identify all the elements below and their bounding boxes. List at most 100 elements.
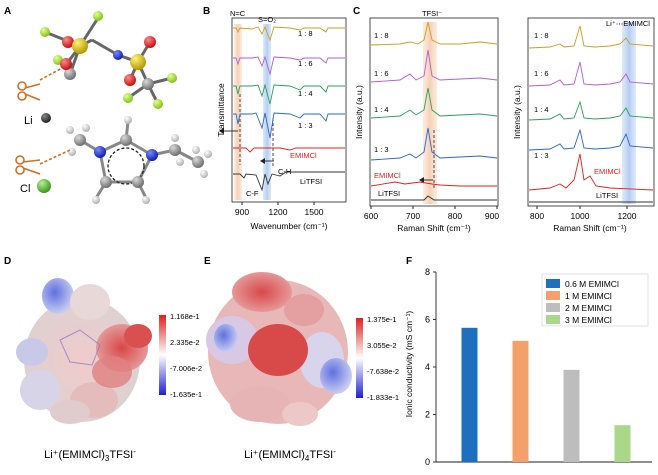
panel-a: A Li <box>4 6 212 204</box>
caption-d: Li⁺(EMIMCl)3TFSI- <box>44 447 136 463</box>
ftir-x-ticks <box>241 202 315 205</box>
raman-left-xtick-600: 600 <box>364 211 378 221</box>
f-legend-swatch <box>546 279 560 288</box>
raman-left-xtick-700: 700 <box>406 211 420 221</box>
ftir-xtick-1200: 1200 <box>269 207 288 217</box>
raman-right-label-1-8: 1 : 8 <box>534 31 549 40</box>
tfsi-atoms <box>40 11 177 109</box>
raman-left-1-4 <box>370 87 498 119</box>
raman-right-1-3 <box>528 128 654 151</box>
li-label: Li <box>24 115 33 127</box>
ftir-traces <box>233 25 345 192</box>
panel-e: E 1.375e-1 3.055e-2 -7.638e-2 -1.833e-1 … <box>204 256 399 463</box>
raman-left-label-litfsi: LiTFSI <box>378 189 400 198</box>
panel-b: B N=C S=O₂ C-H C-F 1 : 8 1 : 6 1 : 4 1 :… <box>203 6 347 231</box>
ftir-label-1-6: 1 : 6 <box>298 59 313 68</box>
raman-left-label-1-4: 1 : 4 <box>374 105 389 114</box>
ftir-trace-1-4 <box>233 83 345 105</box>
raman-right-xtick-1000: 1000 <box>571 211 590 221</box>
tfsi-band-label: TFSI⁻ <box>422 9 442 18</box>
nc-band-highlight <box>234 24 242 200</box>
raman-left-xtick-800: 800 <box>448 211 462 221</box>
f-legend-label: 0.6 M EMIMCl <box>565 279 619 289</box>
f-legend-swatch <box>546 315 560 324</box>
f-legend-label: 2 M EMIMCl <box>565 303 612 313</box>
band-label-nc: N=C <box>230 9 246 18</box>
panel-f-label: F <box>406 256 412 267</box>
f-ytick-label: 0 <box>425 457 430 467</box>
band-label-ch: C-H <box>278 167 291 176</box>
tfsi-shift-arrow <box>419 177 433 183</box>
ftir-ylabel: Transmittance <box>216 83 226 137</box>
panel-f: F 0 2 4 6 8 0.6 M EMIMCl 1 M EMIMCl 2 M EMIMCl 3… <box>404 256 652 467</box>
ftir-trace-1-3 <box>233 112 345 139</box>
ftir-frame <box>231 17 347 203</box>
raman-right-xtick-1200: 1200 <box>618 211 637 221</box>
raman-right-label-litfsi: LiTFSI <box>596 191 618 200</box>
raman-left-label-1-6: 1 : 6 <box>374 69 389 78</box>
raman-left-frame <box>369 17 499 207</box>
ftir-xtick-1500: 1500 <box>305 207 324 217</box>
colorbar-d <box>159 315 166 395</box>
ftir-xtick-900: 900 <box>235 207 249 217</box>
ftir-xlabel: Wavenumber (cm⁻¹) <box>251 221 328 231</box>
raman-left-ylabel: Intensity (a.u.) <box>354 85 364 139</box>
panel-e-label: E <box>204 256 211 267</box>
raman-right-label-1-6: 1 : 6 <box>534 69 549 78</box>
colorbar-e-mid2: -7.638e-2 <box>367 367 399 376</box>
ftir-trace-1-8 <box>233 25 345 42</box>
raman-right-frame <box>527 17 655 207</box>
f-legend-swatch <box>546 303 560 312</box>
shift-arrow-nc <box>219 128 238 134</box>
emim-atoms <box>66 116 212 204</box>
raman-left-1-6 <box>370 49 498 83</box>
scissors-icon-2 <box>15 149 71 175</box>
panel-a-label: A <box>4 6 11 17</box>
raman-left-xtick-900: 900 <box>485 211 499 221</box>
ftir-label-1-3: 1 : 3 <box>298 121 313 130</box>
ftir-label-litfsi: LiTFSI <box>300 177 322 186</box>
f-legend-swatch <box>546 291 560 300</box>
f-ytick-label: 2 <box>425 410 430 420</box>
raman-left-litfsi <box>371 195 497 201</box>
colorbar-d-mid1: 2.335e-2 <box>170 338 200 347</box>
raman-left-x-ticks <box>370 206 498 209</box>
panel-d-label: D <box>4 256 11 267</box>
raman-right-label-1-3: 1 : 3 <box>534 151 549 160</box>
ftir-label-1-8: 1 : 8 <box>298 29 313 38</box>
f-bar <box>512 340 529 462</box>
shift-arrow-so2 <box>260 158 274 164</box>
ftir-trace-1-6 <box>233 55 345 76</box>
raman-left-emimcl <box>370 181 497 187</box>
ftir-label-emimcl: EMIMCl <box>290 151 317 160</box>
raman-right-ylabel: Intensity (a.u.) <box>512 85 522 139</box>
li-emimcl-band-label: Li⁺⋯EMIMCl <box>606 19 650 28</box>
panel-b-label: B <box>203 6 210 17</box>
raman-right-label-1-4: 1 : 4 <box>534 105 549 114</box>
raman-right-xtick-800: 800 <box>530 211 544 221</box>
raman-right-1-4 <box>528 100 654 121</box>
raman-right-x-ticks <box>536 206 628 209</box>
panel-c-label: C <box>353 6 360 17</box>
f-ytick-label: 8 <box>425 267 430 277</box>
colorbar-e <box>356 318 363 398</box>
panel-c: C TFSI⁻ 1 : 8 1 : 6 1 : 4 1 : 3 EMIMCl L… <box>353 6 499 233</box>
colorbar-e-min: -1.833e-1 <box>367 393 399 402</box>
f-ytick-label: 4 <box>425 362 430 372</box>
colorbar-e-mid1: 3.055e-2 <box>367 341 397 350</box>
ftir-label-1-4: 1 : 4 <box>298 89 313 98</box>
raman-right-1-8 <box>528 25 654 49</box>
conductivity-bar-chart: 0 2 4 6 8 0.6 M EMIMCl 1 M EMIMCl 2 M EMIMCl 3 M… <box>425 267 652 467</box>
ftir-trace-litfsi <box>233 171 345 192</box>
f-legend-label: 1 M EMIMCl <box>565 291 612 301</box>
cl-atom <box>37 179 51 193</box>
colorbar-d-max: 1.168e-1 <box>170 312 200 321</box>
raman-left-traces <box>370 21 498 201</box>
f-bar <box>563 369 580 462</box>
raman-left-1-3 <box>370 127 498 161</box>
panel-d: D 1.168e-1 2.335e-2 -7.006e-2 -1.635e-1 … <box>4 256 202 463</box>
caption-e: Li⁺(EMIMCl)4TFSI- <box>244 447 336 463</box>
scissors-icon <box>17 67 63 101</box>
esp-surface-d <box>16 278 152 424</box>
